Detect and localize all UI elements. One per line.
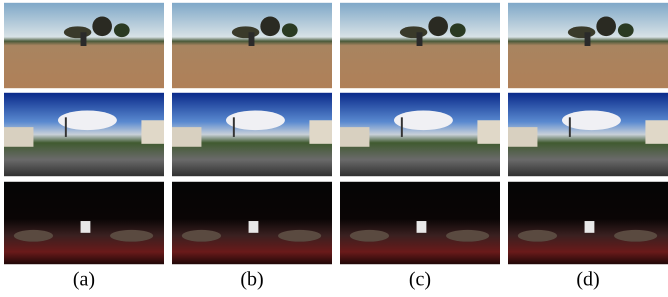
photo: [340, 93, 500, 176]
photo: [340, 3, 500, 88]
subfigure-label: (c): [409, 269, 431, 291]
photo: [4, 182, 164, 264]
photo: [172, 3, 332, 88]
subfigure-label: (a): [73, 269, 95, 291]
photo: [4, 3, 164, 88]
figure: (a) (b) (c) (d): [0, 0, 668, 297]
subfigure-label: (d): [576, 269, 599, 291]
photo: [508, 93, 668, 176]
photo: [508, 182, 668, 264]
photo: [340, 182, 500, 264]
page: (a)(b)(c)(d) (() => { const data = JSON.…: [0, 0, 668, 297]
subfigure-label: (b): [240, 269, 263, 291]
photo: [508, 3, 668, 88]
photo: [4, 93, 164, 176]
photo: [172, 182, 332, 264]
photo: [172, 93, 332, 176]
